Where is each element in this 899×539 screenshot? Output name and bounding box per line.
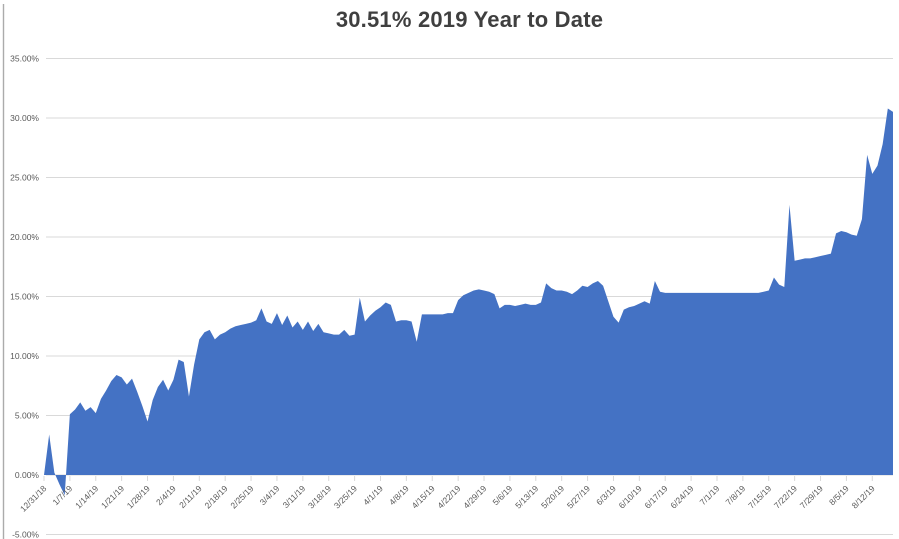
y-axis-tick-label: 20.00% [10,232,39,242]
y-axis-tick-label: 35.00% [10,54,39,64]
y-axis-tick-label: 30.00% [10,113,39,123]
x-axis-tick-label: 8/12/19 [850,483,877,510]
x-axis-tick-label: 1/21/19 [99,483,126,510]
x-axis-tick-label: 4/1/19 [361,483,385,507]
x-axis-tick-label: 8/5/19 [827,483,851,507]
x-axis-tick-label: 6/3/19 [594,483,618,507]
x-axis-tick-label: 5/27/19 [565,483,592,510]
x-axis-tick-label: 6/24/19 [668,483,695,510]
y-axis-tick-label: 15.00% [10,292,39,302]
x-axis-tick-label: 1/7/19 [51,483,75,507]
x-axis-tick-label: 7/29/19 [798,483,825,510]
x-axis-tick-label: 3/11/19 [281,483,308,510]
x-axis-tick-label: 5/13/19 [513,483,540,510]
x-axis-tick-label: 2/11/19 [177,483,204,510]
x-axis-tick-label: 4/22/19 [435,483,462,510]
x-axis-tick-label: 2/25/19 [228,483,255,510]
x-axis-tick-label: 4/29/19 [461,483,488,510]
y-axis-tick-label: 25.00% [10,173,39,183]
x-axis-tick-label: 12/31/18 [18,483,49,514]
x-axis-tick-label: 1/14/19 [73,483,100,510]
x-axis-tick-label: 6/10/19 [617,483,644,510]
x-axis-tick-label: 7/8/19 [724,483,748,507]
x-axis-tick-label: 4/8/19 [387,483,411,507]
x-axis-tick-label: 3/4/19 [258,483,282,507]
area-series [44,108,893,496]
chart-title: 30.51% 2019 Year to Date [335,7,604,32]
x-axis-tick-label: 4/15/19 [410,483,437,510]
x-axis-tick-label: 1/28/19 [125,483,152,510]
x-axis-tick-label: 3/25/19 [332,483,359,510]
x-axis-tick-label: 7/22/19 [772,483,799,510]
x-axis-tick-label: 5/6/19 [491,483,515,507]
y-axis-tick-label: 0.00% [15,470,40,480]
x-axis-tick-label: 3/18/19 [306,483,333,510]
x-axis-tick-label: 7/1/19 [698,483,722,507]
y-axis-tick-label: 10.00% [10,351,39,361]
x-axis-tick-label: 6/17/19 [642,483,669,510]
x-axis-tick-label: 2/4/19 [154,483,178,507]
y-axis-tick-label: -5.00% [12,530,39,539]
x-axis-tick-label: 7/15/19 [746,483,773,510]
x-axis-tick-label: 2/18/19 [202,483,229,510]
x-axis-tick-label: 5/20/19 [539,483,566,510]
y-axis-tick-label: 5.00% [15,411,40,421]
